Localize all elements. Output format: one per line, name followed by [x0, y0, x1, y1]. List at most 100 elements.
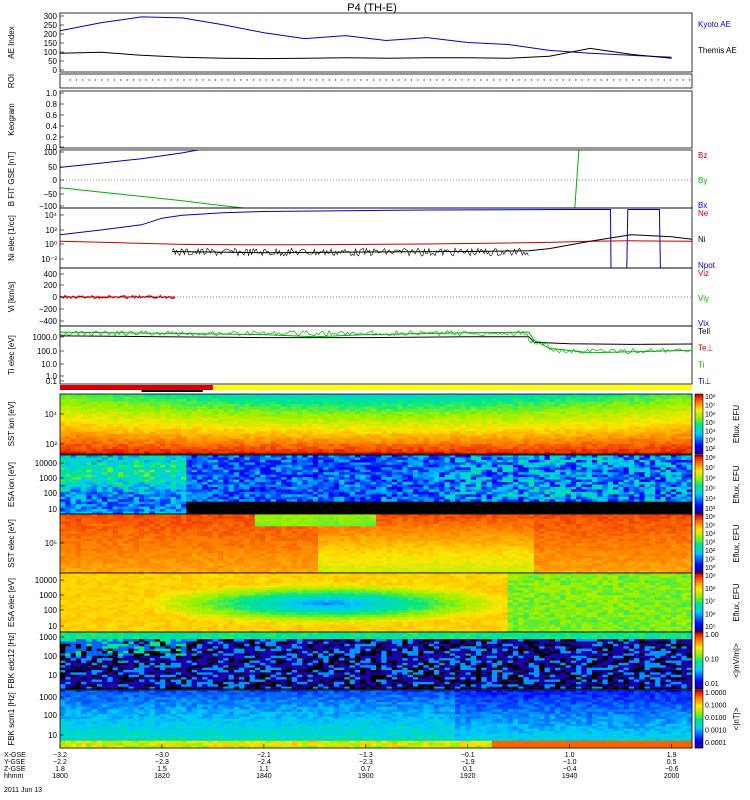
heatmap-cell: [434, 394, 440, 397]
heatmap-cell: [281, 429, 287, 432]
heatmap-cell: [450, 437, 456, 440]
heatmap-cell: [65, 409, 71, 412]
heatmap-cell: [634, 442, 640, 445]
heatmap-cell: [123, 489, 129, 492]
roi-dot: [386, 79, 387, 80]
heatmap-cell: [681, 407, 687, 410]
heatmap-cell: [439, 455, 445, 458]
heatmap-cell: [118, 432, 124, 435]
heatmap-cell: [439, 422, 445, 425]
heatmap-cell: [155, 467, 161, 470]
heatmap-cell: [439, 439, 445, 442]
heatmap-cell: [344, 502, 350, 505]
heatmap-cell: [155, 449, 161, 452]
heatmap-cell: [550, 402, 556, 405]
heatmap-cell: [302, 477, 308, 480]
heatmap-cell: [265, 472, 271, 475]
heatmap-cell: [65, 419, 71, 422]
heatmap-cell: [318, 447, 324, 450]
heatmap-cell: [218, 482, 224, 485]
heatmap-cell: [355, 402, 361, 405]
heatmap-cell: [244, 460, 250, 463]
heatmap-cell: [387, 407, 393, 410]
heatmap-cell: [618, 427, 624, 430]
heatmap-cell: [207, 482, 213, 485]
heatmap-cell: [229, 409, 235, 412]
heatmap-cell: [244, 489, 250, 492]
heatmap-cell: [176, 460, 182, 463]
heatmap-cell: [302, 399, 308, 402]
heatmap-cell: [60, 402, 66, 405]
heatmap-cell: [286, 442, 292, 445]
heatmap-cell: [450, 485, 456, 488]
heatmap-cell: [355, 407, 361, 410]
heatmap-cell: [360, 497, 366, 500]
heatmap-cell: [155, 424, 161, 427]
heatmap-cell: [392, 442, 398, 445]
heatmap-cell: [434, 502, 440, 505]
heatmap-cell: [229, 442, 235, 445]
heatmap-cell: [297, 494, 303, 497]
heatmap-cell: [107, 412, 113, 415]
heatmap-cell: [334, 397, 340, 400]
heatmap-cell: [281, 399, 287, 402]
heatmap-cell: [560, 437, 566, 440]
heatmap-cell: [318, 504, 324, 507]
heatmap-cell: [150, 449, 156, 452]
heatmap-cell: [376, 487, 382, 490]
heatmap-cell: [286, 402, 292, 405]
heatmap-cell: [360, 417, 366, 420]
heatmap-cell: [192, 449, 198, 452]
heatmap-cell: [576, 404, 582, 407]
ytick-label: 1000.0: [33, 333, 58, 342]
heatmap-cell: [513, 394, 519, 397]
heatmap-cell: [150, 437, 156, 440]
heatmap-cell: [329, 402, 335, 405]
heatmap-cell: [655, 424, 661, 427]
heatmap-cell: [365, 419, 371, 422]
heatmap-cell: [92, 439, 98, 442]
heatmap-cell: [92, 419, 98, 422]
heatmap-cell: [666, 422, 672, 425]
heatmap-cell: [150, 497, 156, 500]
heatmap-cell: [102, 419, 108, 422]
heatmap-cell: [387, 485, 393, 488]
heatmap-cell: [344, 439, 350, 442]
heatmap-cell: [171, 437, 177, 440]
heatmap-cell: [297, 402, 303, 405]
heatmap-cell: [355, 460, 361, 463]
heatmap-cell: [71, 504, 77, 507]
heatmap-cell: [155, 482, 161, 485]
heatmap-cell: [460, 409, 466, 412]
heatmap-cell: [213, 509, 219, 512]
heatmap-cell: [639, 434, 645, 437]
heatmap-cell: [666, 412, 672, 415]
heatmap-cell: [81, 467, 87, 470]
heatmap-cell: [155, 414, 161, 417]
heatmap-cell: [355, 419, 361, 422]
heatmap-cell: [155, 457, 161, 460]
heatmap-cell: [444, 470, 450, 473]
heatmap-cell: [434, 482, 440, 485]
heatmap-cell: [65, 475, 71, 478]
heatmap-cell: [123, 442, 129, 445]
heatmap-cell: [376, 437, 382, 440]
heatmap-cell: [434, 444, 440, 447]
roi-dot: [430, 79, 431, 80]
heatmap-cell: [371, 427, 377, 430]
heatmap-cell: [397, 442, 403, 445]
heatmap-cell: [444, 447, 450, 450]
heatmap-cell: [313, 414, 319, 417]
heatmap-cell: [250, 434, 256, 437]
heatmap-cell: [113, 414, 119, 417]
heatmap-cell: [660, 424, 666, 427]
heatmap-cell: [144, 487, 150, 490]
heatmap-cell: [218, 437, 224, 440]
heatmap-cell: [365, 409, 371, 412]
heatmap-cell: [250, 492, 256, 495]
heatmap-cell: [250, 419, 256, 422]
heatmap-cell: [144, 402, 150, 405]
heatmap-cell: [408, 457, 414, 460]
heatmap-cell: [292, 499, 298, 502]
heatmap-cell: [160, 427, 166, 430]
